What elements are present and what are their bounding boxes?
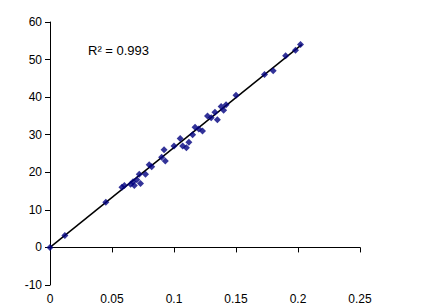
svg-text:0: 0 [35,240,42,254]
svg-text:0: 0 [47,292,54,306]
svg-text:50: 50 [29,53,43,67]
svg-text:R² = 0.993: R² = 0.993 [88,43,149,58]
svg-text:60: 60 [29,15,43,29]
svg-text:0.25: 0.25 [348,292,372,306]
svg-text:20: 20 [29,165,43,179]
svg-text:40: 40 [29,90,43,104]
svg-text:-10: -10 [25,278,43,292]
svg-text:10: 10 [29,203,43,217]
svg-text:0.2: 0.2 [290,292,307,306]
svg-text:0.15: 0.15 [224,292,248,306]
svg-text:0.05: 0.05 [100,292,124,306]
svg-text:30: 30 [29,128,43,142]
svg-text:0.1: 0.1 [166,292,183,306]
